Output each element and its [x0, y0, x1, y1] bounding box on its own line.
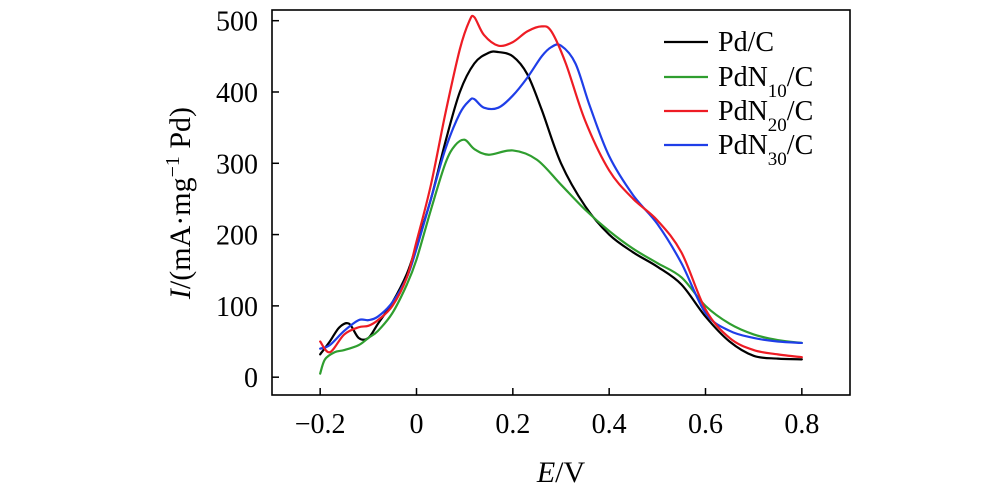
series-lines	[319, 14, 803, 375]
series-line-pdn30-c	[319, 43, 803, 350]
x-axis-label-unit: /V	[555, 456, 585, 489]
x-axis-label-var: E	[536, 456, 555, 489]
y-axis-label-sup: −1	[162, 156, 184, 177]
legend-label-pdn20-c: PdN20/C	[718, 96, 813, 136]
y-tick-label: 300	[216, 149, 258, 180]
series-line-pdn10-c	[319, 138, 803, 375]
y-axis-label: I/(mA·mg−1 Pd)	[162, 107, 197, 300]
legend-label-pdn30-c: PdN30/C	[718, 130, 813, 170]
x-tick-label: 0.2	[495, 409, 530, 440]
x-tick-label: 0.6	[688, 409, 723, 440]
y-axis-label-var: I	[164, 287, 197, 300]
y-tick-label: 400	[216, 78, 258, 109]
x-axis-label: E/V	[536, 456, 586, 489]
legend-label-pd-c: Pd/C	[718, 27, 774, 58]
tick-marks	[272, 19, 803, 395]
series-line-pdn20-c	[319, 14, 803, 359]
x-tick-label: 0.8	[784, 409, 819, 440]
x-tick-label: −0.2	[295, 409, 346, 440]
y-tick-label: 100	[216, 292, 258, 323]
y-axis-label-pre: /(mA·mg	[164, 177, 197, 289]
x-tick-label: 0	[410, 409, 424, 440]
y-tick-label: 200	[216, 221, 258, 252]
y-axis-label-post: Pd)	[164, 107, 197, 156]
legend-label-pdn10-c: PdN10/C	[718, 62, 813, 102]
y-tick-label: 0	[244, 363, 258, 394]
x-tick-label: 0.4	[592, 409, 627, 440]
y-tick-label: 500	[216, 7, 258, 38]
tick-labels: −0.2 0 0.2 0.4 0.6 0.8 0 100 200 300 400 500	[216, 7, 819, 440]
plot-frame	[271, 9, 851, 396]
legend: Pd/C PdN10/C PdN20/C PdN30/C	[664, 27, 813, 170]
